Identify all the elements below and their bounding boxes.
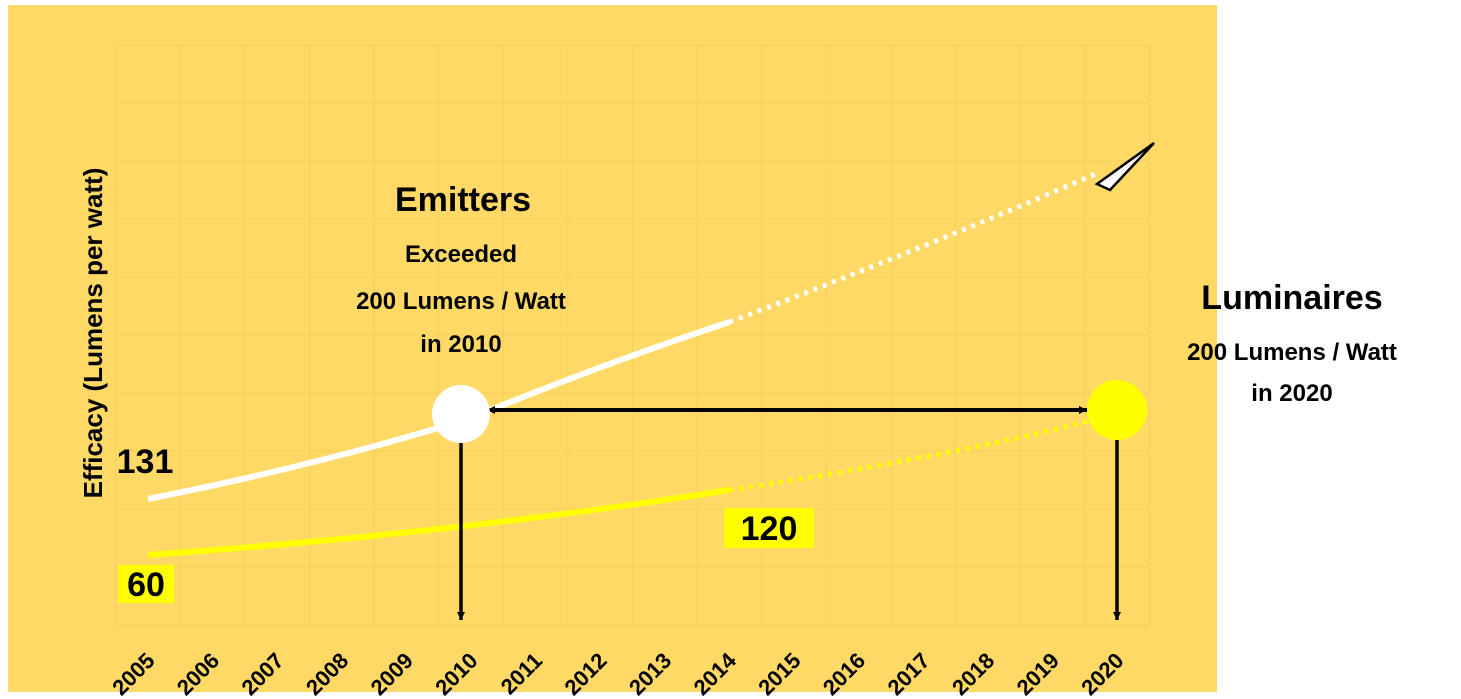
emitters-annotation-line2: 200 Lumens / Watt (356, 288, 566, 315)
luminaires-annotation-line1: 200 Lumens / Watt (1187, 339, 1397, 366)
value-label-60: 60 (127, 566, 165, 604)
emitters-annotation-line3: in 2010 (420, 331, 501, 358)
emitters-line-projected (728, 169, 1101, 325)
luminaires-2020-marker (1087, 380, 1147, 440)
emitters-2010-marker (432, 385, 490, 443)
luminaires-annotation-line2: in 2020 (1251, 380, 1332, 407)
plot-background (8, 5, 1217, 692)
emitters-annotation-title: Emitters (395, 181, 531, 219)
emitters-annotation-line1: Exceeded (405, 241, 517, 268)
luminaires-line-projected (729, 415, 1101, 493)
emitters-projection-arrowhead (1094, 141, 1155, 192)
value-label-120-highlight (724, 508, 814, 548)
luminaires-annotation-title: Luminaires (1201, 279, 1382, 317)
grid (115, 44, 1150, 626)
value-label-60-highlight (118, 565, 174, 603)
value-label-131: 131 (117, 443, 174, 481)
value-label-120: 120 (741, 510, 798, 548)
y-axis-label: Efficacy (Lumens per watt) (78, 168, 108, 499)
luminaires-line-solid (147, 487, 730, 558)
